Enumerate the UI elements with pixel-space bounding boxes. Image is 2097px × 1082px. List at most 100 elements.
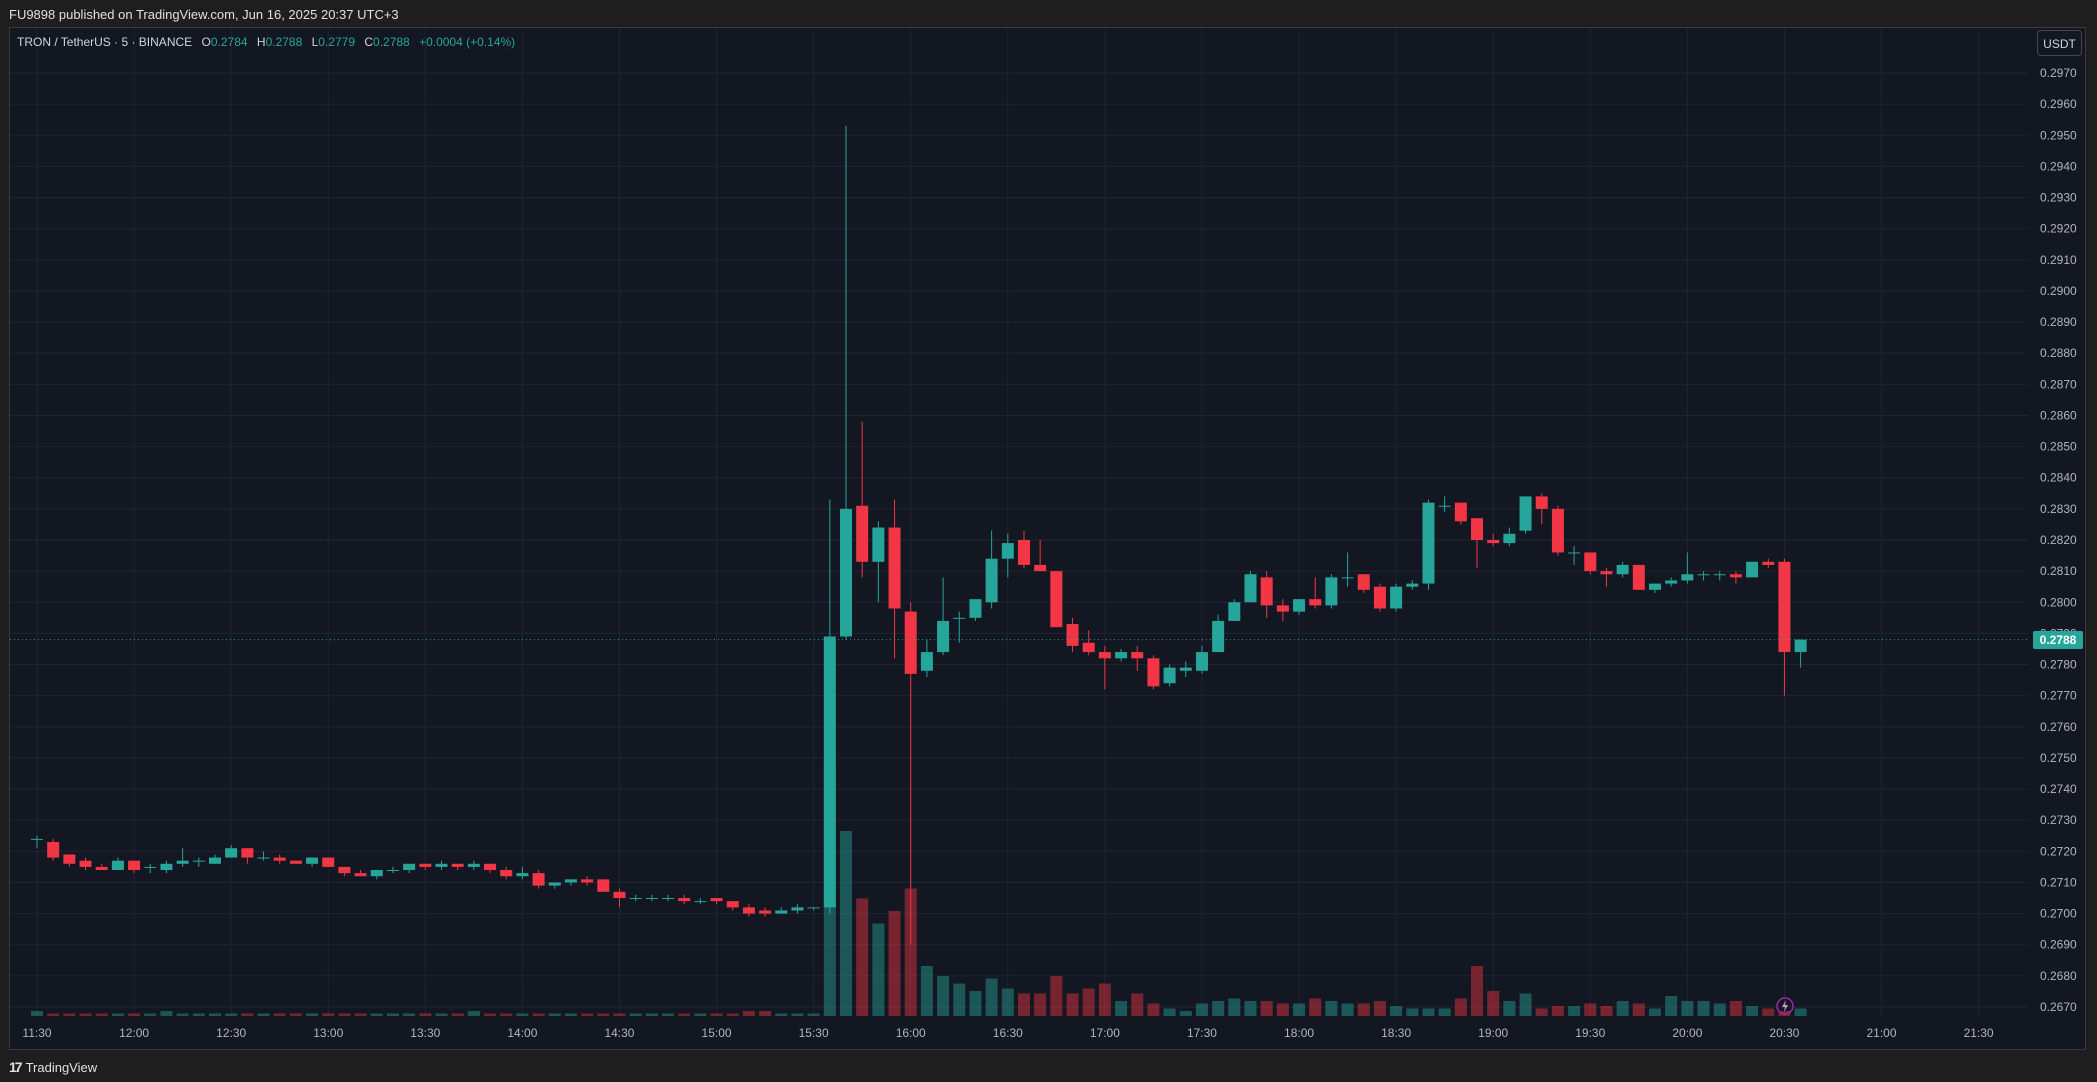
volume-bar bbox=[111, 1013, 124, 1016]
candle-body bbox=[1519, 496, 1532, 531]
volume-bar bbox=[289, 1013, 302, 1016]
candle-body bbox=[1406, 583, 1419, 587]
volume-bar bbox=[1066, 993, 1079, 1016]
candle-body bbox=[1503, 533, 1516, 544]
volume-bar bbox=[597, 1013, 610, 1016]
candle-body bbox=[742, 907, 755, 914]
volume-bar bbox=[840, 831, 852, 1016]
time-tick-label: 18:30 bbox=[1381, 1026, 1411, 1040]
volume-bar bbox=[419, 1013, 432, 1016]
candle-body bbox=[451, 863, 464, 867]
time-tick-label: 13:30 bbox=[410, 1026, 440, 1040]
candle-body bbox=[306, 857, 319, 864]
volume-bar bbox=[338, 1013, 351, 1016]
candle-body bbox=[678, 898, 691, 902]
candle-body bbox=[823, 636, 836, 908]
volume-bar bbox=[1212, 1001, 1225, 1016]
price-tick-label: 0.2700 bbox=[2040, 907, 2077, 921]
time-tick-label: 17:00 bbox=[1090, 1026, 1120, 1040]
volume-bar bbox=[1147, 1003, 1160, 1016]
price-tick-label: 0.2780 bbox=[2040, 658, 2077, 672]
price-tick-label: 0.2760 bbox=[2040, 720, 2077, 734]
volume-bar bbox=[937, 976, 950, 1016]
price-tick-label: 0.2670 bbox=[2040, 1000, 2077, 1014]
candle-body bbox=[1600, 571, 1613, 575]
volume-bar bbox=[1082, 988, 1095, 1016]
tradingview-logo[interactable]: 17 TradingView bbox=[9, 1059, 97, 1075]
volume-bar bbox=[1373, 1001, 1386, 1016]
candle-body bbox=[581, 879, 594, 883]
currency-button[interactable]: USDT bbox=[2037, 30, 2082, 56]
candle-body bbox=[1778, 561, 1791, 653]
candle-body bbox=[257, 857, 270, 859]
price-tick-label: 0.2920 bbox=[2040, 222, 2077, 236]
candle-body bbox=[1697, 574, 1710, 576]
candle-body bbox=[840, 508, 852, 637]
volume-bar bbox=[1017, 993, 1030, 1016]
volume-bar bbox=[451, 1013, 464, 1016]
candle-body bbox=[176, 860, 189, 864]
brand-name: TradingView bbox=[25, 1059, 98, 1075]
high-label: H bbox=[256, 35, 266, 49]
volume-bar bbox=[1584, 1003, 1597, 1016]
time-tick-label: 12:00 bbox=[119, 1026, 149, 1040]
volume-bar bbox=[1179, 1011, 1192, 1016]
volume-bar bbox=[467, 1011, 480, 1016]
volume-bar bbox=[1034, 993, 1047, 1016]
volume-bar bbox=[1762, 1008, 1775, 1016]
price-tick-label: 0.2830 bbox=[2040, 502, 2077, 516]
volume-bar bbox=[1519, 993, 1532, 1016]
candle-body bbox=[79, 860, 92, 867]
volume-bar bbox=[581, 1013, 594, 1016]
price-tick-label: 0.2910 bbox=[2040, 253, 2077, 267]
candle-body bbox=[548, 882, 561, 886]
price-tick-label: 0.2770 bbox=[2040, 689, 2077, 703]
candle-body bbox=[564, 879, 577, 883]
time-axis[interactable]: 11:30 12:00 12:30 13:00 13:30 14:00 14:30 15:00… bbox=[22, 1026, 1994, 1040]
candles bbox=[31, 125, 1807, 945]
candle-body bbox=[629, 898, 642, 900]
candle-body bbox=[128, 860, 141, 871]
candle-body bbox=[1535, 496, 1548, 509]
symbol-name[interactable]: TRON / TetherUS · 5 · BINANCE bbox=[17, 35, 193, 49]
candle-body bbox=[969, 599, 982, 618]
candle-body bbox=[1195, 652, 1208, 671]
candle-body bbox=[1681, 574, 1694, 581]
candle-body bbox=[904, 611, 917, 674]
lightning-icon[interactable] bbox=[1776, 997, 1794, 1015]
candle-body bbox=[208, 857, 221, 864]
time-tick-label: 19:30 bbox=[1575, 1026, 1605, 1040]
volume-bar bbox=[791, 1013, 804, 1016]
price-tick-label: 0.2730 bbox=[2040, 813, 2077, 827]
volume-bar bbox=[79, 1013, 92, 1016]
volume-bar bbox=[208, 1013, 221, 1016]
price-tick-label: 0.2880 bbox=[2040, 346, 2077, 360]
candle-body bbox=[1276, 605, 1289, 612]
price-tick-label: 0.2900 bbox=[2040, 284, 2077, 298]
price-tick-label: 0.2680 bbox=[2040, 969, 2077, 983]
price-tick-label: 0.2960 bbox=[2040, 97, 2077, 111]
volume-bar bbox=[435, 1013, 448, 1016]
candle-body bbox=[1034, 564, 1047, 572]
volume-bar bbox=[1050, 976, 1063, 1016]
change-value: +0.0004 (+0.14%) bbox=[419, 35, 516, 49]
volume-bar bbox=[1325, 1001, 1338, 1016]
volume-bar bbox=[1195, 1003, 1208, 1016]
price-axis[interactable]: 0.2670 0.2680 0.2690 0.2700 0.2710 0.2720 0.27… bbox=[2040, 66, 2077, 1014]
volume-bar bbox=[484, 1013, 497, 1016]
volume-bar bbox=[386, 1013, 399, 1016]
symbol-legend[interactable]: TRON / TetherUS · 5 · BINANCE O0.2784 H0… bbox=[17, 35, 515, 49]
candle-body bbox=[613, 891, 626, 899]
candle-body bbox=[1098, 652, 1111, 659]
candle-body bbox=[1794, 639, 1807, 653]
volume-bar bbox=[192, 1013, 205, 1016]
candle-body bbox=[484, 863, 497, 871]
volume-bar bbox=[500, 1013, 513, 1016]
volume-bar bbox=[1406, 1008, 1419, 1016]
candle-body bbox=[1438, 505, 1451, 507]
volume-bar bbox=[1600, 1006, 1613, 1016]
candle-body bbox=[500, 870, 513, 877]
candle-body bbox=[192, 860, 205, 862]
volume-bar bbox=[95, 1013, 108, 1016]
